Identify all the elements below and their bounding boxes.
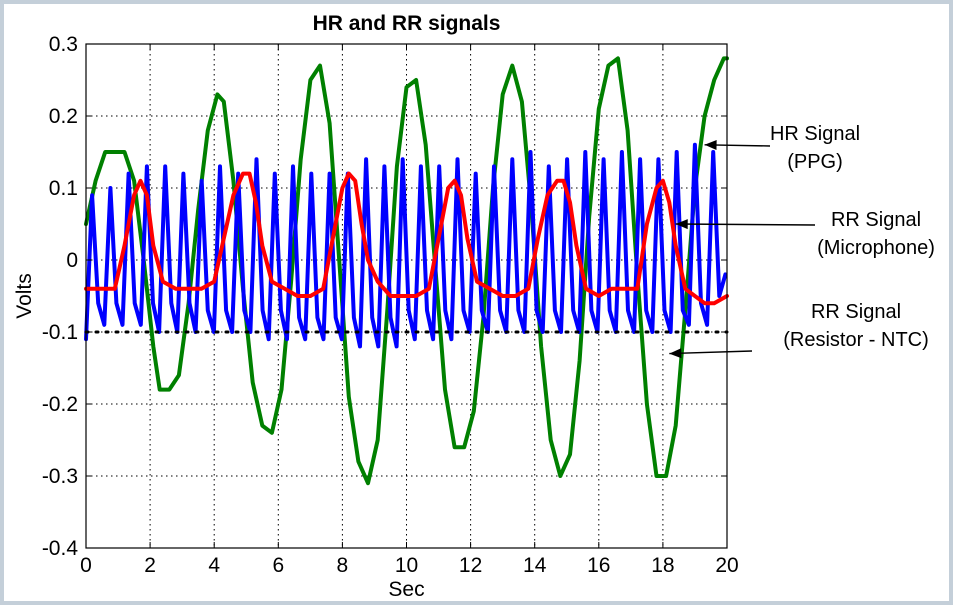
annotation-label: HR Signal bbox=[770, 123, 860, 145]
arrowhead-icon bbox=[669, 348, 682, 359]
series-layer bbox=[84, 56, 729, 486]
ticks: 0 2 4 6 8 10 12 14 16 18 20 0.3 0.2 0.1 0 -0.1 -0.2 -0.3 -… bbox=[42, 33, 739, 577]
annotation-label: RR Signal bbox=[811, 301, 901, 323]
x-tick-label: 12 bbox=[459, 554, 482, 577]
x-tick-label: 20 bbox=[715, 554, 738, 577]
y-tick-label: 0.3 bbox=[49, 33, 78, 56]
y-tick-label: -0.2 bbox=[42, 393, 78, 416]
y-tick-label: -0.1 bbox=[42, 321, 78, 344]
y-tick-label: 0.1 bbox=[49, 177, 78, 200]
x-axis-label: Sec bbox=[388, 578, 424, 601]
y-tick-label: 0.2 bbox=[49, 105, 78, 128]
x-tick-label: 16 bbox=[587, 554, 610, 577]
arrowhead-icon bbox=[675, 219, 688, 230]
arrowhead-icon bbox=[704, 140, 717, 151]
annotation-label: (PPG) bbox=[787, 151, 843, 173]
annotation-label: (Microphone) bbox=[817, 237, 935, 259]
annotation-arrow bbox=[669, 350, 753, 355]
x-tick-label: 4 bbox=[208, 554, 220, 577]
chart-title: HR and RR signals bbox=[313, 12, 501, 35]
y-tick-label: 0 bbox=[66, 249, 78, 272]
x-tick-label: 0 bbox=[80, 554, 92, 577]
annotation-label: (Resistor - NTC) bbox=[783, 329, 929, 351]
x-tick-label: 10 bbox=[395, 554, 418, 577]
y-axis-label: Volts bbox=[13, 273, 36, 319]
annotation-label: RR Signal bbox=[831, 209, 921, 231]
series-line-2 bbox=[84, 171, 729, 306]
x-tick-label: 2 bbox=[144, 554, 156, 577]
series-line-1 bbox=[84, 142, 728, 349]
x-tick-label: 18 bbox=[651, 554, 674, 577]
annotation-arrow bbox=[675, 223, 816, 226]
x-tick-label: 8 bbox=[337, 554, 349, 577]
x-tick-label: 6 bbox=[272, 554, 284, 577]
annotations: HR Signal (PPG) RR Signal (Microphone) RR Si… bbox=[669, 123, 935, 359]
series-line-0 bbox=[84, 56, 729, 486]
x-tick-label: 14 bbox=[523, 554, 547, 577]
y-tick-label: -0.3 bbox=[42, 465, 78, 488]
y-tick-label: -0.4 bbox=[42, 537, 79, 560]
